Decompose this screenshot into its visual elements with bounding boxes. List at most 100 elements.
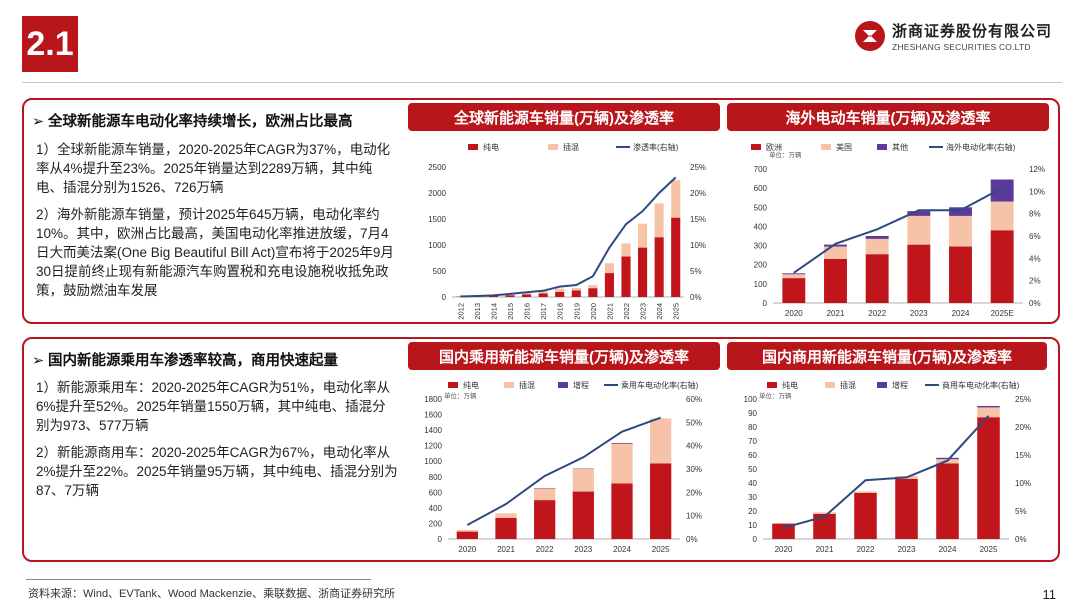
panel1-para-1: 1）全球新能源车销量，2020-2025年CAGR为37%，电动化率从4%提升至…	[36, 142, 391, 195]
bar-插混	[604, 263, 614, 274]
y-tick-label: 500	[433, 267, 447, 276]
bar-纯电	[772, 523, 795, 539]
page-number: 11	[1042, 587, 1057, 602]
y-tick-label: 1200	[424, 442, 442, 451]
y-tick-label: 40	[748, 479, 757, 488]
legend-label: 纯电	[463, 380, 479, 390]
unit-label: 单位：万辆	[444, 391, 477, 400]
bar-插混	[495, 513, 517, 518]
bar-欧洲	[782, 278, 806, 303]
legend-swatch	[751, 144, 761, 150]
y-tick-label: 90	[748, 409, 757, 418]
chart2-title: 海外电动车销量(万辆)及渗透率	[727, 103, 1049, 131]
bar-插混	[650, 418, 672, 464]
bar-其他	[907, 211, 931, 216]
bar-纯电	[588, 288, 598, 297]
bar-纯电	[936, 463, 959, 539]
panel2-text: 1）新能源乘用车：2020-2025年CAGR为51%，电动化率从6%提升至52…	[36, 378, 398, 508]
bar-纯电	[555, 291, 565, 297]
legend-label: 美国	[836, 142, 852, 152]
legend-label: 商用车电动化率(右轴)	[942, 380, 1020, 390]
x-tick-label: 2024	[613, 545, 631, 554]
legend-swatch	[877, 382, 887, 388]
y2-tick-label: 2%	[1029, 277, 1041, 286]
y-tick-label: 200	[429, 519, 443, 528]
y2-tick-label: 10%	[690, 241, 706, 250]
panel1-heading-text: 全球新能源车电动化率持续增长，欧洲占比最高	[48, 114, 353, 130]
y-tick-label: 800	[429, 473, 443, 482]
bar-插混	[977, 407, 1000, 418]
y-tick-label: 60	[748, 451, 757, 460]
legend-swatch	[504, 382, 514, 388]
legend-swatch	[825, 382, 835, 388]
arrow-bullet-icon: ➢	[32, 353, 45, 369]
bar-其他	[824, 244, 847, 247]
y-tick-label: 70	[748, 437, 757, 446]
y-tick-label: 0	[442, 293, 447, 302]
arrow-bullet-icon: ➢	[32, 114, 45, 130]
bar-纯电	[505, 295, 515, 297]
y-tick-label: 1400	[424, 426, 442, 435]
y2-tick-label: 20%	[686, 488, 702, 497]
chart-global-nev-sales: 0 500 1000 1500 2000 2500 0% 5% 10% 15% 20% 25% 2012…	[428, 142, 706, 320]
x-tick-label: 2020	[589, 303, 598, 320]
x-tick-label: 2020	[775, 545, 793, 554]
logo-name-en: ZHESHANG SECURITIES CO.LTD	[891, 42, 1031, 52]
line-渗透率(右轴)	[460, 176, 677, 298]
bar-美国	[824, 246, 847, 259]
panel1-text: 1）全球新能源车销量，2020-2025年CAGR为37%，电动化率从4%提升至…	[36, 140, 398, 308]
x-tick-label: 2015	[506, 303, 515, 320]
logo-icon	[854, 21, 885, 51]
y-tick-label: 0	[763, 299, 768, 308]
header-divider	[22, 82, 1062, 83]
bar-纯电	[650, 463, 672, 539]
bar-纯电	[571, 290, 581, 297]
x-tick-label: 2025E	[991, 309, 1014, 318]
y-tick-label: 100	[744, 395, 758, 404]
bar-纯电	[611, 483, 633, 539]
bar-纯电	[456, 531, 478, 539]
chart3-title: 国内乘用新能源车销量(万辆)及渗透率	[408, 342, 720, 370]
bar-插混	[555, 288, 565, 292]
y-tick-label: 200	[754, 261, 768, 270]
footer-divider	[26, 579, 371, 580]
x-tick-label: 2023	[639, 303, 648, 320]
legend-label: 插混	[840, 380, 856, 390]
bar-插混	[854, 491, 877, 493]
company-logo: 浙商证券股份有限公司 ZHESHANG SECURITIES CO.LTD	[854, 16, 1052, 56]
bar-插混	[571, 287, 581, 291]
x-tick-label: 2021	[827, 309, 845, 318]
y2-tick-label: 25%	[1015, 395, 1031, 404]
legend-swatch	[877, 144, 887, 150]
chart-overseas-ev-sales: 0 100 200 300 400 500 600 700 0% 2% 4% 6% 8% 10% 12% 单位…	[751, 142, 1045, 318]
x-tick-label: 2017	[539, 303, 548, 320]
x-tick-label: 2016	[523, 303, 532, 320]
bar-纯电	[977, 417, 1000, 539]
legend-label: 渗透率(右轴)	[633, 142, 679, 152]
y-tick-label: 400	[429, 504, 443, 513]
y-tick-label: 400	[754, 222, 768, 231]
y-tick-label: 30	[748, 493, 757, 502]
panel2-heading: ➢ 国内新能源乘用车渗透率较高，商用快速起量	[32, 349, 338, 370]
y2-tick-label: 12%	[1029, 165, 1045, 174]
bar-纯电	[638, 247, 648, 297]
legend-label: 海外电动化率(右轴)	[946, 142, 1016, 152]
panel2-para-2: 2）新能源商用车：2020-2025年CAGR为67%，电动化率从2%提升至22…	[36, 445, 398, 498]
chart1-title: 全球新能源车销量(万辆)及渗透率	[408, 103, 720, 131]
x-tick-label: 2024	[952, 309, 970, 318]
x-tick-label: 2025	[672, 303, 681, 320]
y2-tick-label: 5%	[690, 267, 702, 276]
bar-纯电	[488, 295, 498, 297]
chart4-title: 国内商用新能源车销量(万辆)及渗透率	[727, 342, 1047, 370]
bar-插混	[813, 512, 836, 514]
y2-tick-label: 15%	[1015, 451, 1031, 460]
y2-tick-label: 15%	[690, 215, 706, 224]
unit-label: 单位：万辆	[769, 150, 802, 159]
legend-label: 插混	[519, 380, 535, 390]
bar-欧洲	[907, 244, 931, 303]
y2-tick-label: 4%	[1029, 254, 1041, 263]
y2-tick-label: 6%	[1029, 232, 1041, 241]
legend-label: 欧洲	[766, 142, 782, 152]
x-tick-label: 2023	[910, 309, 928, 318]
bar-纯电	[895, 478, 918, 539]
